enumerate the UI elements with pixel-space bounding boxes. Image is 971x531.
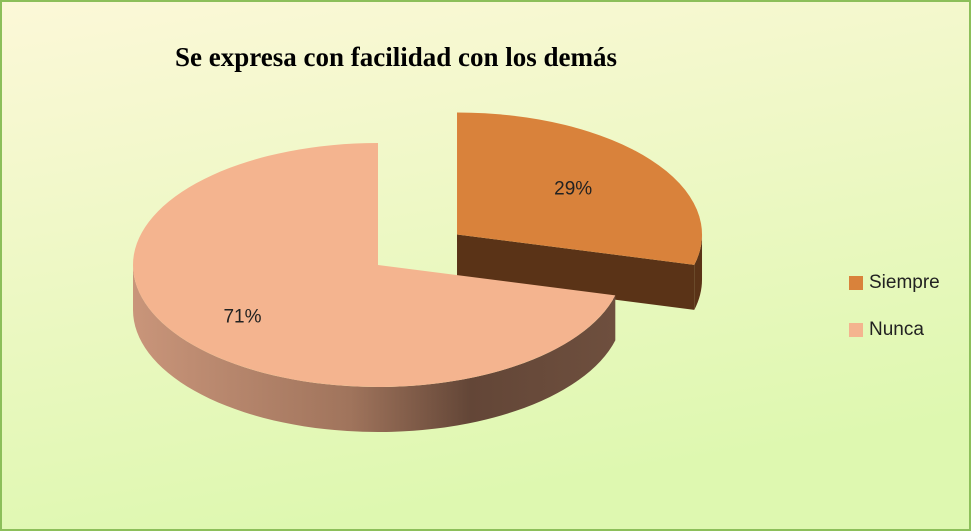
data-label: 71% — [223, 306, 261, 327]
slice — [457, 112, 703, 265]
slice-side — [133, 265, 616, 432]
chart-title: Se expresa con facilidad con los demás — [175, 42, 617, 72]
legend-swatch — [849, 276, 863, 290]
data-label: 29% — [554, 179, 592, 200]
legend-swatch — [849, 323, 863, 337]
slice-face — [457, 234, 695, 310]
legend-label: Siempre — [869, 272, 940, 293]
slice-side — [694, 234, 703, 310]
slice — [132, 142, 616, 387]
legend-label: Nunca — [869, 319, 924, 340]
